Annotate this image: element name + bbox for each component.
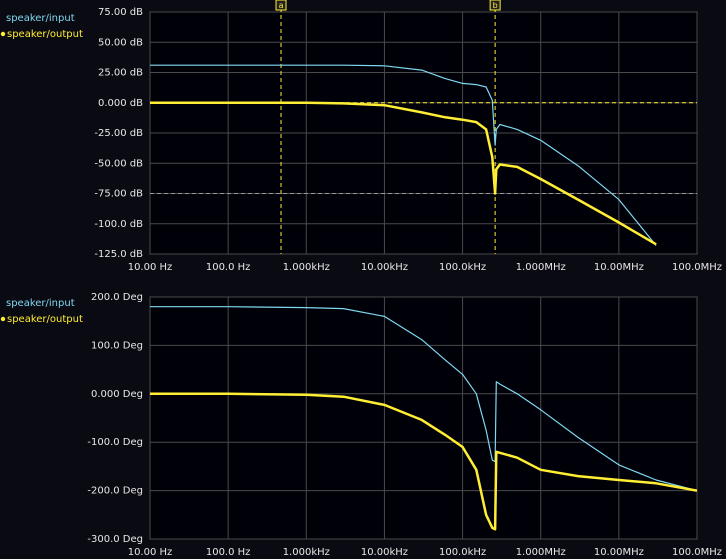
y-tick-label: 0.000 dB [98, 98, 143, 109]
legend-label: speaker/input [6, 298, 75, 309]
series-line [150, 306, 697, 492]
cursor-tab [489, 0, 501, 11]
y-tick-label: -300.0 Deg [87, 534, 143, 545]
series-line [150, 64, 657, 246]
x-tick-label: 1.000kHz [283, 547, 330, 558]
y-tick-label: 0.000 Deg [91, 389, 143, 400]
y-tick-label: -200.0 Deg [87, 486, 143, 497]
x-tick-label: 100.0MHz [672, 547, 722, 558]
cursor-label: b [493, 1, 498, 10]
y-tick-label: -125.0 dB [94, 249, 143, 260]
y-tick-label: -100.0 Deg [87, 437, 143, 448]
x-tick-label: 10.00kHz [361, 262, 408, 273]
x-tick-label: 10.00MHz [594, 547, 644, 558]
y-tick-label: 75.00 dB [98, 7, 143, 18]
legend-label: speaker/input [6, 13, 75, 24]
legend-label: speaker/output [7, 314, 83, 325]
x-tick-label: 100.0 Hz [206, 262, 251, 273]
y-tick-label: -75.00 dB [94, 189, 143, 200]
series-group [150, 64, 657, 246]
x-tick-label: 100.0MHz [672, 262, 722, 273]
series-line [150, 392, 697, 531]
x-tick-label: 1.000MHz [516, 547, 566, 558]
y-tick-label: 25.00 dB [98, 68, 143, 79]
x-tick-label: 10.00kHz [361, 547, 408, 558]
plot-area [149, 296, 698, 540]
x-tick-label: 100.0kHz [439, 262, 486, 273]
legend-label: speaker/output [7, 29, 83, 40]
cursor-tab [275, 0, 287, 11]
series-group [150, 306, 697, 531]
legend-marker [0, 31, 6, 37]
x-tick-label: 1.000MHz [516, 262, 566, 273]
y-tick-label: 50.00 dB [98, 37, 143, 48]
x-tick-label: 10.00 Hz [128, 262, 173, 273]
x-tick-label: 100.0kHz [439, 547, 486, 558]
x-tick-label: 100.0 Hz [206, 547, 251, 558]
series-line [150, 101, 657, 246]
x-tick-label: 10.00 Hz [128, 547, 173, 558]
y-tick-label: 100.0 Deg [91, 340, 143, 351]
y-tick-label: -50.00 dB [94, 158, 143, 169]
y-tick-label: 200.0 Deg [91, 292, 143, 303]
x-tick-label: 10.00MHz [594, 262, 644, 273]
cursor-label: a [279, 1, 284, 10]
y-tick-label: -25.00 dB [94, 128, 143, 139]
x-tick-label: 1.000kHz [283, 262, 330, 273]
legend-marker [0, 316, 6, 322]
y-tick-label: -100.0 dB [94, 219, 143, 230]
